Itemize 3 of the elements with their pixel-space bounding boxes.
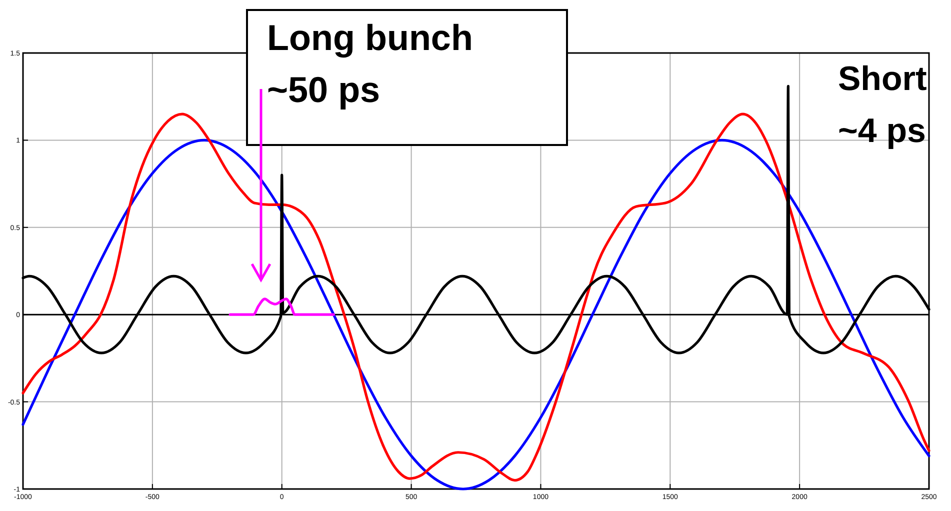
annotation: Long bunch ~50 ps [267,17,473,110]
annotation: Short ~4 ps [838,60,927,150]
line-series [228,298,335,316]
